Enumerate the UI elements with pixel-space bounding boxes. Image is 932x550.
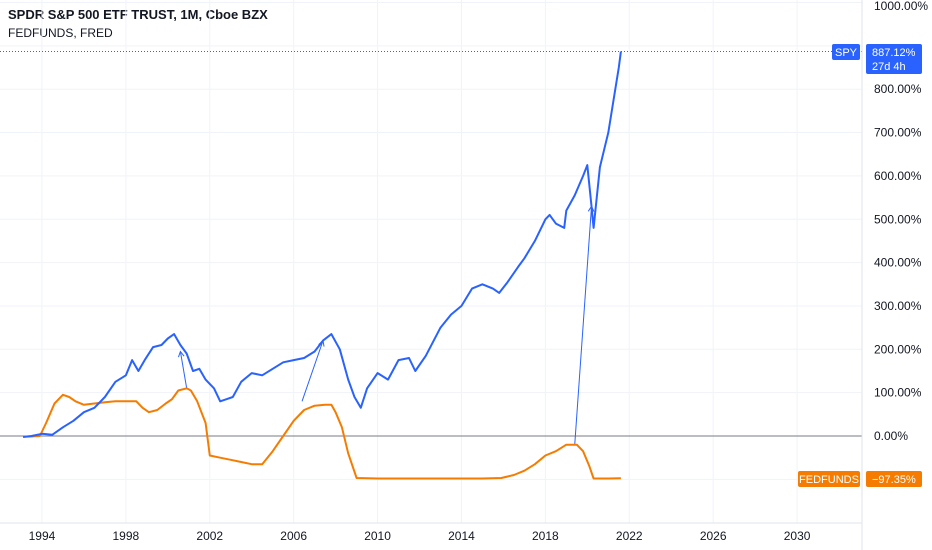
x-tick-label: 1994 [29, 529, 56, 543]
y-tick-label: 1000.00% [874, 0, 928, 13]
x-tick-label: 2002 [196, 529, 223, 543]
annotation-arrowhead-0 [177, 350, 185, 358]
annotation-arrow-1 [301, 340, 324, 402]
fedfunds-series-line[interactable] [23, 387, 621, 480]
x-tick-label: 2026 [700, 529, 727, 543]
fedfunds-value-tag [866, 471, 922, 487]
y-tick-label: 300.00% [874, 299, 922, 313]
y-tick-label: 700.00% [874, 126, 922, 140]
fedfunds-name-label: FEDFUNDS [799, 474, 859, 486]
price-axis[interactable]: 1000.00% 800.00% 700.00% 600.00% 500.00% 400.… [874, 0, 928, 443]
spy-countdown-label: 27d 4h [872, 61, 906, 73]
spy-value-label: 887.12% [872, 47, 916, 59]
x-tick-label: 2014 [448, 529, 475, 543]
spy-price-label: SPY 887.12% 27d 4h [832, 44, 922, 74]
grid-lines [0, 0, 862, 523]
annotation-arrows [177, 205, 595, 445]
y-tick-label: 800.00% [874, 82, 922, 96]
y-tick-label: 600.00% [874, 169, 922, 183]
x-tick-label: 2018 [532, 529, 559, 543]
x-tick-label: 2010 [364, 529, 391, 543]
x-tick-label: 2030 [784, 529, 811, 543]
y-tick-label: 200.00% [874, 342, 922, 356]
spy-name-label: SPY [835, 47, 858, 59]
fedfunds-price-label: FEDFUNDS −97.35% [798, 471, 922, 487]
annotation-arrow-0 [179, 351, 188, 389]
x-tick-label: 2022 [616, 529, 643, 543]
y-tick-label: 0.00% [874, 429, 908, 443]
fedfunds-name-tag [798, 471, 860, 487]
fedfunds-value-label: −97.35% [872, 474, 916, 486]
y-tick-label: 500.00% [874, 212, 922, 226]
chart-title: SPDR S&P 500 ETF TRUST, 1M, Cboe BZX [8, 7, 268, 22]
spy-series-line[interactable] [22, 51, 622, 438]
x-tick-label: 2006 [280, 529, 307, 543]
x-tick-label: 1998 [113, 529, 140, 543]
spy-value-tag [866, 44, 922, 74]
chart-subtitle: FEDFUNDS, FRED [8, 26, 113, 40]
time-axis[interactable]: 1994 1998 2002 2006 2010 2014 2018 2022 2026 2030 [29, 529, 811, 543]
y-tick-label: 400.00% [874, 256, 922, 270]
y-tick-label: 100.00% [874, 386, 922, 400]
annotation-arrow-2 [574, 206, 593, 445]
series-lines [22, 51, 622, 480]
spy-name-tag [832, 44, 860, 60]
